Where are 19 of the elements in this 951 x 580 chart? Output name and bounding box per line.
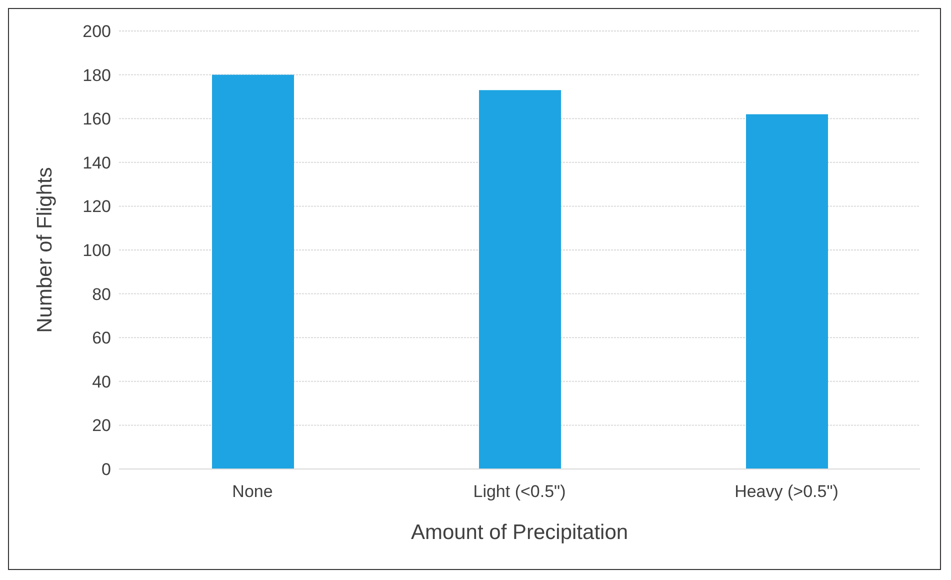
y-axis-title: Number of Flights: [33, 167, 56, 333]
y-tick-label: 100: [82, 241, 111, 260]
bar: [746, 114, 828, 469]
y-tick-label: 80: [92, 284, 111, 304]
y-tick-label: 200: [82, 22, 111, 42]
x-tick-label: Light (<0.5"): [473, 482, 566, 502]
y-tick-label: 160: [82, 110, 111, 129]
x-tick-label: Heavy (>0.5"): [734, 482, 838, 502]
y-tick-label: 40: [92, 372, 111, 392]
bar: [479, 90, 561, 469]
y-tick-label: 0: [102, 460, 111, 480]
x-axis-title: Amount of Precipitation: [410, 521, 628, 544]
y-tick-label: 140: [82, 153, 111, 172]
y-tick-label: 60: [92, 328, 111, 348]
x-tick-label: None: [232, 482, 273, 502]
y-tick-label: 180: [82, 66, 111, 85]
y-tick-label: 20: [92, 416, 111, 436]
bar: [212, 74, 294, 469]
y-tick-label: 120: [82, 197, 111, 216]
